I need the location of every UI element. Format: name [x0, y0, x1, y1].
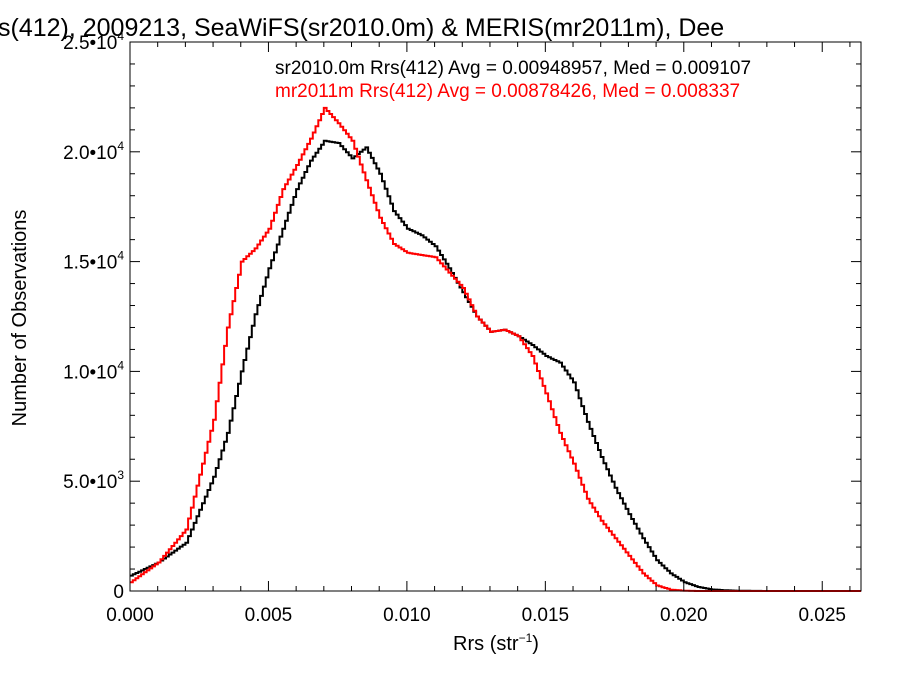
y-tick-label: 5.0•103 — [63, 468, 124, 493]
legend-entry-mr2011m: mr2011m Rrs(412) Avg = 0.00878426, Med =… — [275, 81, 740, 102]
y-tick-exponent: 4 — [117, 139, 124, 153]
axes-layer: 0.000 0.005 0.010 0.015 0.020 0.025 0 5.0•103 1.… — [63, 29, 861, 626]
y-tick-exponent: 4 — [117, 29, 124, 43]
x-axis-label: Rrs (str−1) — [453, 631, 539, 655]
y-tick-label: 1.0•104 — [63, 358, 124, 383]
y-tick-label: 2.0•104 — [63, 139, 124, 164]
y-tick-label: 1.5•104 — [63, 249, 124, 274]
series-line-mr2011m — [130, 106, 861, 592]
y-tick-mantissa: 1.5•10 — [63, 253, 117, 274]
x-tick-label: 0.025 — [798, 605, 846, 626]
y-tick-label: 2.5•104 — [63, 29, 124, 54]
y-tick-exponent: 4 — [117, 249, 124, 263]
y-tick-mantissa: 0 — [113, 582, 124, 603]
x-tick-label: 0.010 — [383, 605, 431, 626]
y-tick-mantissa: 1.0•10 — [63, 362, 117, 383]
series-line-sr2010-0m — [130, 139, 861, 592]
y-axis-label: Number of Observations — [9, 210, 31, 427]
legend-entry-sr2010: sr2010.0m Rrs(412) Avg = 0.00948957, Med… — [275, 58, 751, 79]
y-tick-mantissa: 2.5•10 — [63, 33, 117, 54]
x-tick-label: 0.015 — [522, 605, 570, 626]
x-tick-label: 0.005 — [245, 605, 293, 626]
y-tick-exponent: 4 — [117, 358, 124, 372]
x-axis-label-main: Rrs (str — [453, 633, 519, 655]
series-layer — [130, 106, 861, 592]
y-tick-mantissa: 5.0•10 — [63, 472, 117, 493]
x-tick-label: 0.000 — [106, 605, 154, 626]
x-axis-label-sup: −1 — [519, 631, 533, 645]
x-tick-label: 0.020 — [660, 605, 708, 626]
y-tick-mantissa: 2.0•10 — [63, 143, 117, 164]
plot-frame — [129, 41, 862, 592]
y-tick-exponent: 3 — [117, 468, 124, 482]
chart-title: s(412), 2009213, SeaWiFS(sr2010.0m) & ME… — [0, 14, 724, 42]
y-tick-label: 0 — [113, 582, 124, 603]
x-axis-label-close: ) — [532, 633, 539, 655]
